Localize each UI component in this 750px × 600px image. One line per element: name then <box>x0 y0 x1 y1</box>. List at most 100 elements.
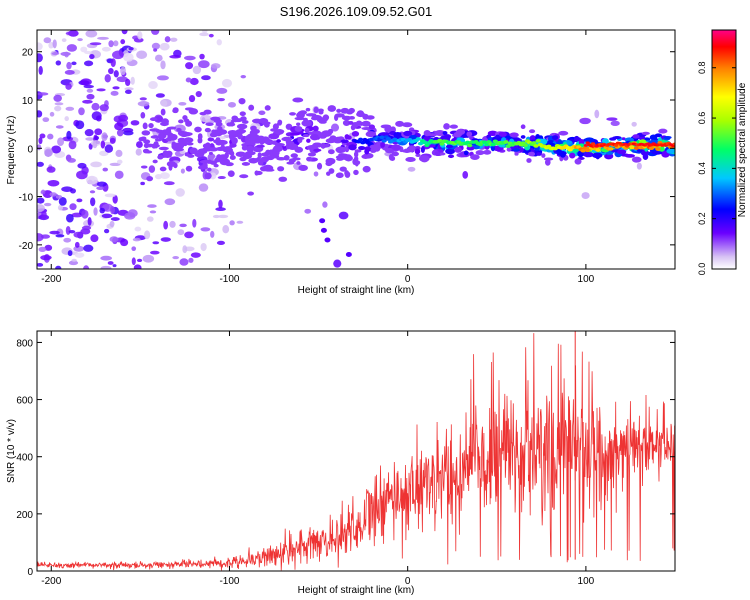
spectrogram-signal-blob <box>276 157 286 161</box>
spectrogram-signal-blob <box>157 154 164 160</box>
snr-y-tick-label: 400 <box>16 453 33 464</box>
spectrogram-noise-blob <box>108 40 114 48</box>
spectrogram-signal-blob <box>155 129 164 134</box>
spectrogram-ridge-blob <box>484 142 490 147</box>
spectrogram-ridge-blob <box>415 137 421 141</box>
spectrogram-signal-blob <box>520 135 526 139</box>
spectrogram-ridge-blob <box>613 144 619 147</box>
spectrogram-signal-blob <box>418 155 430 162</box>
spectrogram-signal-blob <box>445 148 456 155</box>
spectrogram-noise-blob <box>140 181 145 186</box>
spectrogram-noise-blob <box>114 170 124 180</box>
spectrogram-noise-blob <box>89 190 96 194</box>
spectrogram-noise-blob <box>61 186 73 192</box>
spectrogram-noise-blob <box>101 46 111 52</box>
spectrogram-noise-blob <box>86 88 94 93</box>
spectrogram-signal-blob <box>388 154 394 161</box>
spectrogram-noise-blob <box>146 216 154 222</box>
spectrogram-ridge-blob <box>608 147 614 151</box>
spectrogram-noise-blob <box>134 226 142 232</box>
spectrogram-ridge-blob <box>522 143 528 148</box>
spectrogram-signal-blob <box>213 139 223 144</box>
spectrogram-noise-blob <box>131 257 136 266</box>
spectrogram-noise-blob <box>55 265 62 269</box>
colorbar-tick-label: 0.6 <box>697 112 707 125</box>
spectrogram-noise-blob <box>128 46 134 51</box>
spectrogram-noise-blob <box>104 193 116 198</box>
spectrogram-signal-blob <box>246 145 254 153</box>
spectrogram-noise-blob <box>112 264 117 268</box>
spectrogram-noise-blob <box>67 250 73 257</box>
spectrogram-signal-blob <box>177 137 187 142</box>
spectrogram-noise-blob <box>61 38 67 43</box>
spectrogram-noise-blob <box>147 204 157 208</box>
spectrogram-noise-blob <box>37 42 43 51</box>
spectrogram-signal-blob <box>334 113 345 118</box>
spectrogram-noise-blob <box>96 88 106 92</box>
spectrogram-signal-blob <box>165 136 173 142</box>
spectrogram-signal-blob <box>313 106 319 114</box>
spectrogram-signal-blob <box>254 170 259 176</box>
spectrogram-signal-blob <box>189 147 198 155</box>
colorbar-tick-label: 0.2 <box>697 212 707 225</box>
spectrogram-signal-blob <box>240 116 247 122</box>
spectrogram-noise-blob <box>65 83 72 90</box>
spectrogram-signal-blob <box>297 137 303 144</box>
spectrogram-signal-blob <box>241 145 248 151</box>
spectrogram-noise-blob <box>210 230 215 238</box>
spectrogram-signal-blob <box>148 122 154 129</box>
spectrogram-signal-blob <box>391 144 402 151</box>
spectrogram-noise-blob <box>65 106 75 111</box>
spectrogram-noise-blob <box>199 32 209 37</box>
spectrogram-signal-blob <box>490 145 496 152</box>
spectrogram-signal-blob <box>569 152 576 159</box>
spectrogram-noise-blob <box>148 165 156 173</box>
spectrogram-noise-blob <box>185 62 194 70</box>
spectrogram-noise-blob <box>200 227 211 232</box>
spectrogram-signal-blob <box>256 144 265 148</box>
spectrogram-noise-blob <box>55 234 65 238</box>
spectrogram-signal-blob <box>354 149 362 153</box>
spectrogram-signal-blob <box>407 145 416 153</box>
spectrogram-noise-blob <box>58 196 67 206</box>
spectrogram-noise-blob <box>110 58 116 68</box>
spectrogram-signal-blob <box>217 129 228 135</box>
spectrogram-noise-blob <box>68 260 79 266</box>
spectrogram-noise-blob <box>99 104 109 112</box>
spectrogram-signal-blob <box>442 131 448 136</box>
spectrogram-ridge-blob <box>580 148 586 153</box>
spectrogram-signal-blob <box>235 151 246 157</box>
spectrogram-signal-blob <box>544 158 551 166</box>
spectrogram-noise-blob <box>112 50 125 60</box>
spectrogram-signal-blob <box>365 115 375 120</box>
snr-y-label: SNR (10 * v/v) <box>6 419 17 483</box>
spectrogram-ridge-blob <box>589 144 594 148</box>
spectrogram-signal-blob <box>475 150 485 156</box>
spectrogram-noise-blob <box>217 214 229 219</box>
spectrogram-signal-blob <box>163 154 172 158</box>
spectrogram-signal-blob <box>167 126 177 130</box>
spectrogram-signal-blob <box>307 152 316 157</box>
spectrogram-signal-blob <box>292 97 304 103</box>
spectrogram-signal-blob <box>313 148 322 152</box>
spectrogram-signal-blob <box>277 166 285 172</box>
spectrogram-signal-blob <box>420 146 425 153</box>
spectrogram-signal-blob <box>350 124 356 131</box>
spectrogram-signal-blob <box>202 143 211 149</box>
spectrogram-signal-blob <box>237 133 243 140</box>
spectrogram-noise-blob <box>195 90 202 98</box>
spectrogram-signal-blob <box>204 172 212 180</box>
spectrogram-noise-blob <box>104 144 114 153</box>
spectrogram-signal-blob <box>498 131 507 137</box>
spectrogram-noise-blob <box>94 135 100 141</box>
spectrogram-signal-blob <box>390 126 396 133</box>
spectrogram-noise-blob <box>155 93 165 98</box>
spectrogram-signal-blob <box>203 109 212 115</box>
colorbar-ticks: 0.0 0.2 0.4 0.6 0.8 <box>697 61 736 275</box>
spectrogram-noise-blob <box>120 238 129 247</box>
spectrogram-noise-blob <box>97 36 109 40</box>
spectrogram-signal-blob <box>333 140 342 144</box>
spectrogram-noise-blob <box>159 172 170 180</box>
spectrogram-signal-blob <box>202 162 208 169</box>
spectrogram-signal-blob <box>257 160 264 166</box>
